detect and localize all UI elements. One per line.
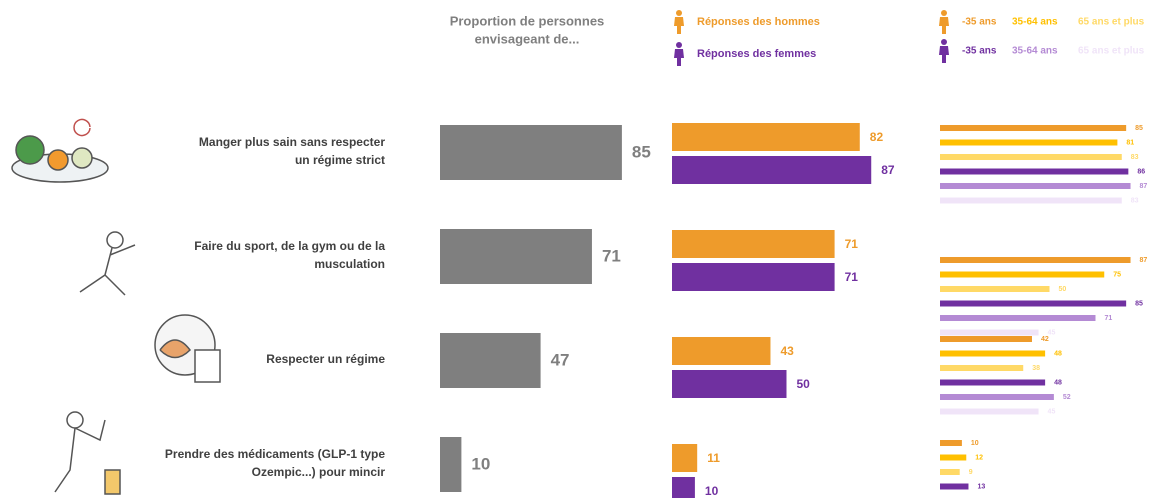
legend-label: 65 ans et plus xyxy=(1078,46,1145,57)
gender-bar xyxy=(672,370,787,398)
total-bar xyxy=(440,437,462,492)
total-bar xyxy=(440,229,592,284)
total-value: 85 xyxy=(632,142,651,161)
row-label: Respecter un régime xyxy=(266,352,385,366)
gender-bar xyxy=(672,337,771,365)
age-bar xyxy=(940,271,1105,278)
gender-value: 10 xyxy=(705,484,719,498)
age-value: 81 xyxy=(1126,139,1134,146)
legend-label: 65 ans et plus xyxy=(1078,17,1145,28)
row-label: un régime strict xyxy=(295,153,385,167)
row-label: Ozempic...) pour mincir xyxy=(252,465,386,479)
age-bar xyxy=(940,379,1046,386)
legend-icon xyxy=(676,42,682,48)
legend-label: Réponses des hommes xyxy=(697,16,820,28)
age-value: 10 xyxy=(971,440,979,447)
age-value: 83 xyxy=(1131,197,1139,204)
total-value: 47 xyxy=(551,350,570,369)
gender-value: 87 xyxy=(881,163,895,177)
age-bar xyxy=(940,183,1131,189)
age-bar xyxy=(940,197,1122,204)
total-value: 10 xyxy=(471,454,490,473)
age-value: 87 xyxy=(1140,183,1148,190)
legend-label: 35-64 ans xyxy=(1012,17,1058,28)
age-bar xyxy=(940,408,1039,415)
legend-icon xyxy=(941,39,947,45)
age-bar xyxy=(940,483,969,490)
header-title: Proportion de personnes xyxy=(450,13,605,28)
age-bar xyxy=(940,365,1024,371)
gender-value: 11 xyxy=(707,451,720,465)
gender-bar xyxy=(672,263,835,291)
age-value: 52 xyxy=(1063,394,1071,401)
age-value: 38 xyxy=(1032,365,1040,372)
age-bar xyxy=(940,154,1122,160)
row-label: musculation xyxy=(314,257,385,271)
gender-bar xyxy=(672,230,835,258)
age-value: 85 xyxy=(1135,125,1143,132)
legend-icon xyxy=(939,17,949,34)
age-bar xyxy=(940,440,962,446)
age-value: 42 xyxy=(1041,336,1049,343)
gender-value: 43 xyxy=(780,344,794,358)
age-bar xyxy=(940,329,1039,336)
legend-icon xyxy=(676,10,682,16)
gender-value: 71 xyxy=(845,270,859,284)
age-bar xyxy=(940,336,1032,342)
age-bar xyxy=(940,257,1131,263)
row-label: Prendre des médicaments (GLP-1 type xyxy=(165,447,385,461)
gender-bar xyxy=(672,123,860,151)
age-bar xyxy=(940,350,1046,357)
gender-value: 50 xyxy=(797,377,811,391)
gender-bar xyxy=(672,156,872,184)
age-value: 85 xyxy=(1135,300,1143,307)
row-label: Faire du sport, de la gym ou de la xyxy=(194,239,385,253)
age-value: 50 xyxy=(1059,286,1067,293)
gender-value: 82 xyxy=(870,130,884,144)
legend-label: -35 ans xyxy=(962,46,997,57)
age-bar xyxy=(940,454,967,461)
total-value: 71 xyxy=(602,246,621,265)
age-value: 13 xyxy=(977,483,985,490)
age-value: 71 xyxy=(1104,315,1112,322)
age-bar xyxy=(940,125,1127,131)
age-bar xyxy=(940,300,1127,307)
legend-label: 35-64 ans xyxy=(1012,46,1058,57)
age-bar xyxy=(940,168,1129,175)
age-bar xyxy=(940,315,1096,321)
age-value: 75 xyxy=(1113,271,1121,278)
gender-bar xyxy=(672,444,698,472)
legend-label: -35 ans xyxy=(962,17,997,28)
age-bar xyxy=(940,394,1054,400)
age-value: 83 xyxy=(1131,154,1139,161)
legend-icon xyxy=(939,46,949,63)
total-bar xyxy=(440,333,541,388)
age-value: 48 xyxy=(1054,350,1062,357)
age-value: 12 xyxy=(975,454,983,461)
age-bar xyxy=(940,286,1050,292)
legend-icon xyxy=(674,17,684,34)
age-bar xyxy=(940,139,1118,146)
row-label: Manger plus sain sans respecter xyxy=(199,135,385,149)
age-value: 86 xyxy=(1137,168,1145,175)
age-value: 45 xyxy=(1048,329,1056,336)
total-bar xyxy=(440,125,622,180)
age-bar xyxy=(940,469,960,475)
legend-label: Réponses des femmes xyxy=(697,48,816,60)
icons xyxy=(11,118,221,495)
legend-icon xyxy=(674,49,684,66)
gender-bar xyxy=(672,477,695,498)
header-title: envisageant de... xyxy=(475,31,580,46)
age-value: 9 xyxy=(969,469,973,476)
age-value: 48 xyxy=(1054,379,1062,386)
gender-value: 71 xyxy=(845,237,859,251)
legend-icon xyxy=(941,10,947,16)
age-value: 87 xyxy=(1140,257,1148,264)
age-value: 45 xyxy=(1048,408,1056,415)
